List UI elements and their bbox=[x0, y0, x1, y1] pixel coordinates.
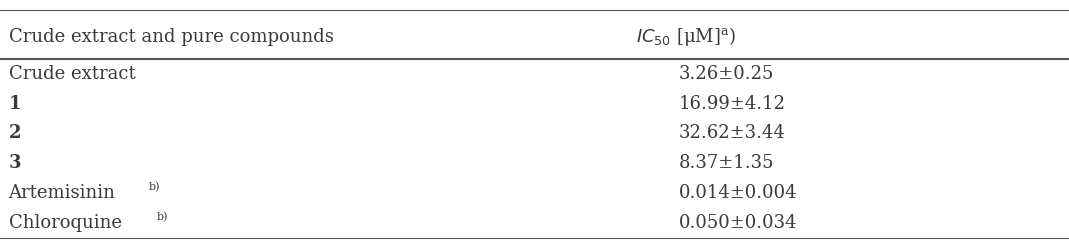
Text: Chloroquine: Chloroquine bbox=[9, 214, 122, 232]
Text: $\mathit{IC}_{50}$ [$\mathregular{\mu}$M]$^{\mathregular{a}}$): $\mathit{IC}_{50}$ [$\mathregular{\mu}$M… bbox=[636, 25, 737, 48]
Text: Crude extract: Crude extract bbox=[9, 65, 136, 83]
Text: 1: 1 bbox=[9, 95, 21, 112]
Text: Crude extract and pure compounds: Crude extract and pure compounds bbox=[9, 28, 334, 46]
Text: 16.99±4.12: 16.99±4.12 bbox=[679, 95, 786, 112]
Text: 2: 2 bbox=[9, 124, 21, 142]
Text: b): b) bbox=[149, 183, 160, 193]
Text: 32.62±3.44: 32.62±3.44 bbox=[679, 124, 786, 142]
Text: 0.014±0.004: 0.014±0.004 bbox=[679, 184, 797, 202]
Text: 0.050±0.034: 0.050±0.034 bbox=[679, 214, 797, 232]
Text: 8.37±1.35: 8.37±1.35 bbox=[679, 154, 774, 172]
Text: b): b) bbox=[156, 212, 168, 222]
Text: 3.26±0.25: 3.26±0.25 bbox=[679, 65, 774, 83]
Text: 3: 3 bbox=[9, 154, 21, 172]
Text: Artemisinin: Artemisinin bbox=[9, 184, 115, 202]
